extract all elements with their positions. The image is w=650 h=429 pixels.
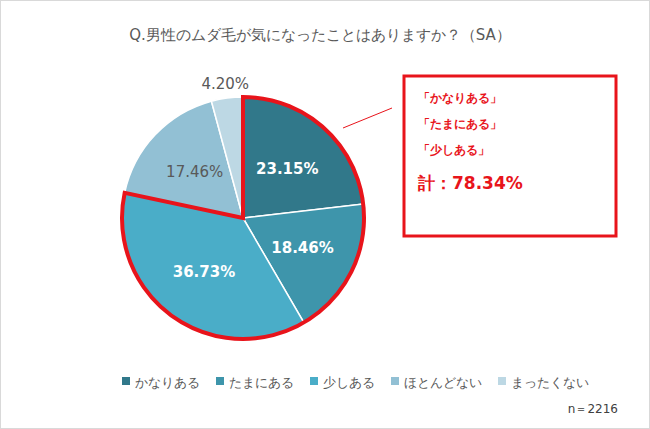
legend-swatch	[310, 377, 318, 385]
note: n＝2216	[568, 402, 618, 416]
legend-label: ほとんどない	[404, 375, 482, 390]
legend-label: まったくない	[511, 375, 589, 390]
legend: かなりある たまにある 少しある ほとんどない まったくない	[122, 375, 589, 390]
legend-item: たまにある	[216, 375, 294, 390]
data-label: 23.15%	[256, 160, 318, 178]
legend-swatch	[391, 377, 399, 385]
background	[1, 1, 650, 429]
annotation-box	[404, 76, 616, 236]
data-label: 17.46%	[166, 163, 223, 181]
legend-item: まったくない	[498, 375, 589, 390]
legend-label: 少しある	[323, 375, 375, 390]
legend-item: 少しある	[310, 375, 375, 390]
legend-swatch	[122, 377, 130, 385]
data-label: 18.46%	[271, 239, 333, 257]
annotation-item: 「たまにある」	[418, 117, 502, 131]
pie: 23.15% 18.46% 36.73% 17.46% 4.20%	[122, 75, 364, 339]
highlight-outline	[122, 97, 364, 339]
legend-item: ほとんどない	[391, 375, 482, 390]
legend-label: かなりある	[135, 375, 200, 390]
data-label: 36.73%	[173, 263, 235, 281]
legend-label: たまにある	[229, 375, 294, 390]
data-label: 4.20%	[201, 75, 249, 93]
legend-swatch	[216, 377, 224, 385]
slice	[211, 97, 243, 218]
slice	[122, 193, 304, 339]
annotation-total: 計：78.34%	[417, 173, 523, 193]
annotation-connector	[343, 108, 392, 128]
annotation-item: 「少しある」	[418, 143, 490, 157]
legend-swatch	[498, 377, 506, 385]
chart: Q.男性のムダ毛が気になったことはありますか？（SA） 23.15% 18.46% 3…	[0, 0, 650, 429]
legend-item: かなりある	[122, 375, 200, 390]
title: Q.男性のムダ毛が気になったことはありますか？（SA）	[129, 26, 511, 44]
annotation-item: 「かなりある」	[418, 91, 502, 105]
